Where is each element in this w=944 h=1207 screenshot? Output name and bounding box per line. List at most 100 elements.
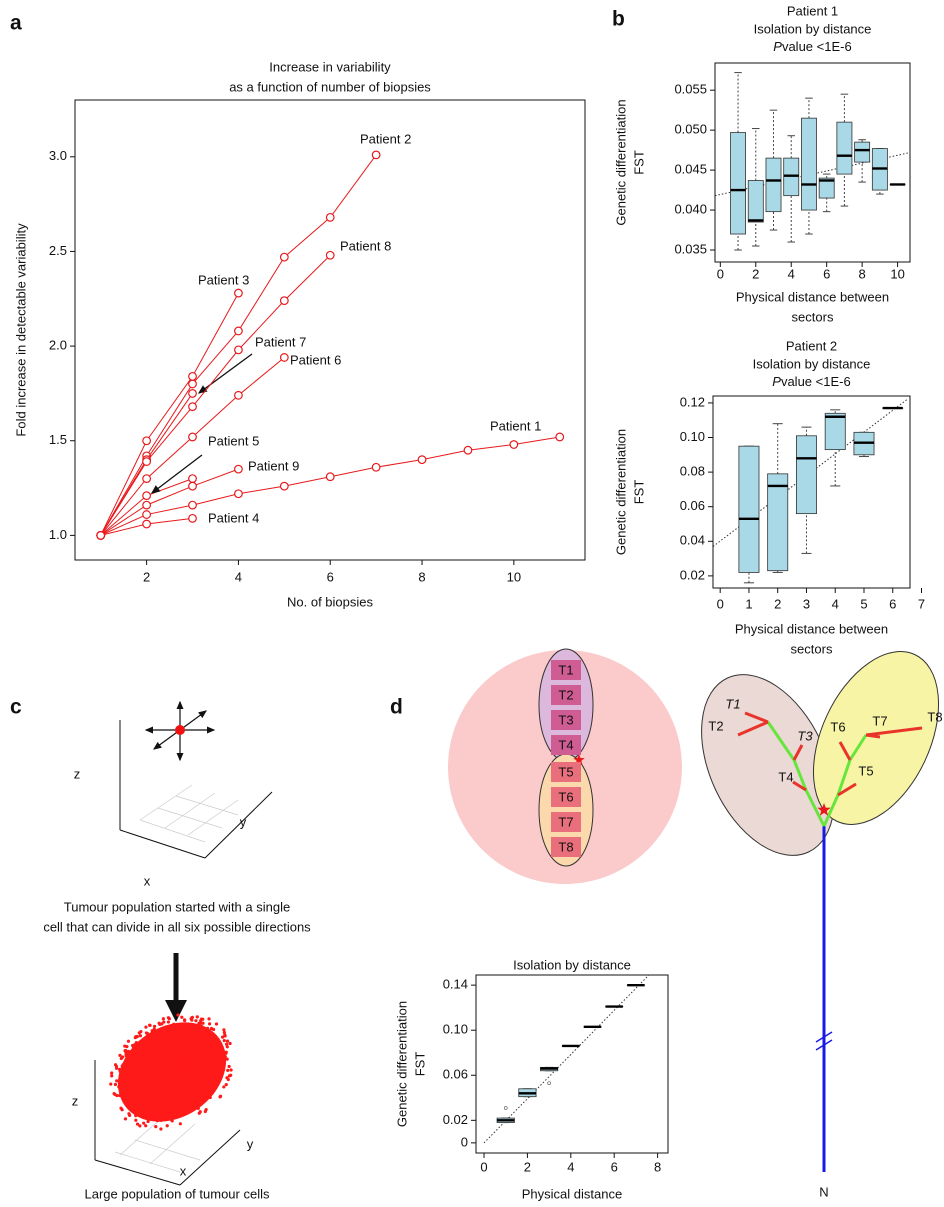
tree-label: T8 (927, 709, 942, 724)
cell-dot (164, 1078, 168, 1082)
tree-label: T5 (858, 763, 873, 778)
box (836, 121, 853, 175)
cell-dot (207, 1022, 212, 1026)
cell-dot (178, 1075, 182, 1079)
axis-label: y (240, 814, 247, 829)
cell-dot (184, 1071, 188, 1075)
cell-dot (118, 1069, 122, 1073)
cell-dot (130, 1088, 134, 1093)
x-tick-label: 8 (654, 1159, 661, 1174)
cell-dot (203, 1027, 207, 1031)
x-tick-label: 2 (774, 596, 781, 611)
cell-dot (160, 1087, 165, 1091)
cell-dot (183, 1087, 187, 1091)
y-tick-label: 1.0 (49, 527, 67, 542)
cell-dot (183, 1065, 187, 1070)
series-label: Patient 1 (490, 418, 541, 433)
y-tick-label: 0.12 (680, 394, 705, 409)
point (142, 510, 152, 519)
cell-dot (178, 1088, 182, 1092)
cell-dot (159, 1127, 163, 1131)
cell-dot (203, 1075, 207, 1079)
point (188, 402, 197, 412)
cell-dot (161, 1057, 165, 1061)
outlier (503, 1106, 508, 1110)
y-tick-label: 0.06 (443, 1067, 468, 1082)
cell-dot (155, 1118, 160, 1123)
cell-dot (178, 1122, 182, 1126)
cell-dot (176, 1033, 180, 1037)
cell-dot (189, 1025, 194, 1029)
cell-dot (141, 1100, 146, 1104)
cell-dot (225, 1045, 229, 1049)
cell-dot (218, 1094, 223, 1098)
cell-dot (182, 1097, 186, 1101)
cell-dot (198, 1023, 202, 1027)
point (142, 436, 152, 446)
box (824, 412, 846, 451)
cell-dot (223, 1054, 227, 1059)
cell-dot (185, 1059, 189, 1063)
floor-grid (139, 784, 239, 843)
cell-dot (118, 1053, 122, 1057)
cell-dot (167, 1076, 172, 1080)
x-tick-label: 4 (567, 1159, 574, 1174)
cell-dot (176, 1028, 181, 1032)
cell-dot (161, 1049, 165, 1053)
cell-dot (130, 1075, 134, 1080)
cell-dot (197, 1082, 201, 1086)
sector (551, 710, 581, 730)
p-symbol: P (773, 39, 782, 54)
cell-dot (144, 1025, 148, 1029)
cell-dot (146, 1068, 151, 1072)
cell-dot (192, 1095, 197, 1099)
cell-dot (211, 1073, 216, 1077)
cell-dot (152, 1031, 157, 1035)
cell-dot (147, 1060, 151, 1065)
p-value: Pvalue <1E-6 (772, 374, 850, 389)
p-text: value <1E-6 (782, 39, 852, 54)
cell-dot (207, 1017, 211, 1021)
cell-dot (204, 1063, 209, 1067)
chart-title: Patient 2 (786, 338, 837, 353)
series-label: Patient 5 (208, 433, 259, 448)
y-tick-label: 0.045 (674, 162, 707, 177)
cell-dot (185, 1075, 189, 1080)
cell-dot (214, 1022, 219, 1026)
point (371, 150, 381, 160)
cell (175, 725, 185, 735)
cell-dot (138, 1034, 143, 1038)
series-line (100, 436, 560, 536)
sector (551, 735, 581, 755)
cell-dot (190, 1032, 194, 1036)
caption: Large population of tumour cells (84, 1186, 270, 1201)
box (801, 117, 817, 211)
x-axis-label: No. of biopsies (287, 594, 373, 609)
sector (551, 685, 581, 705)
x-axis-label: Physical distance (522, 1186, 622, 1201)
cell-dot (203, 1109, 207, 1114)
cell-dot (120, 1055, 125, 1059)
cell-dot (185, 1081, 189, 1085)
point (279, 481, 289, 491)
cell-dot (224, 1082, 228, 1087)
cell-dot (199, 1098, 203, 1102)
x-axis-label: Physical distance between (735, 621, 888, 636)
cell-dot (220, 1035, 225, 1039)
p-symbol: P (772, 374, 781, 389)
cell-dot (137, 1045, 141, 1049)
cell-dot (225, 1057, 229, 1061)
cell-dot (153, 1034, 157, 1038)
cell-dot (180, 1023, 185, 1027)
x-tick-label: 6 (611, 1159, 618, 1174)
cell-dot (159, 1065, 163, 1069)
tree-label: T7 (872, 713, 887, 728)
cell-dot (165, 1124, 169, 1128)
cell-dot (150, 1036, 154, 1040)
cell-dot (177, 1057, 181, 1061)
cell-dot (135, 1122, 140, 1126)
cell-dot (148, 1079, 153, 1084)
cell-dot (117, 1085, 121, 1089)
cell-dot (114, 1066, 119, 1070)
cell-dot (138, 1107, 143, 1112)
